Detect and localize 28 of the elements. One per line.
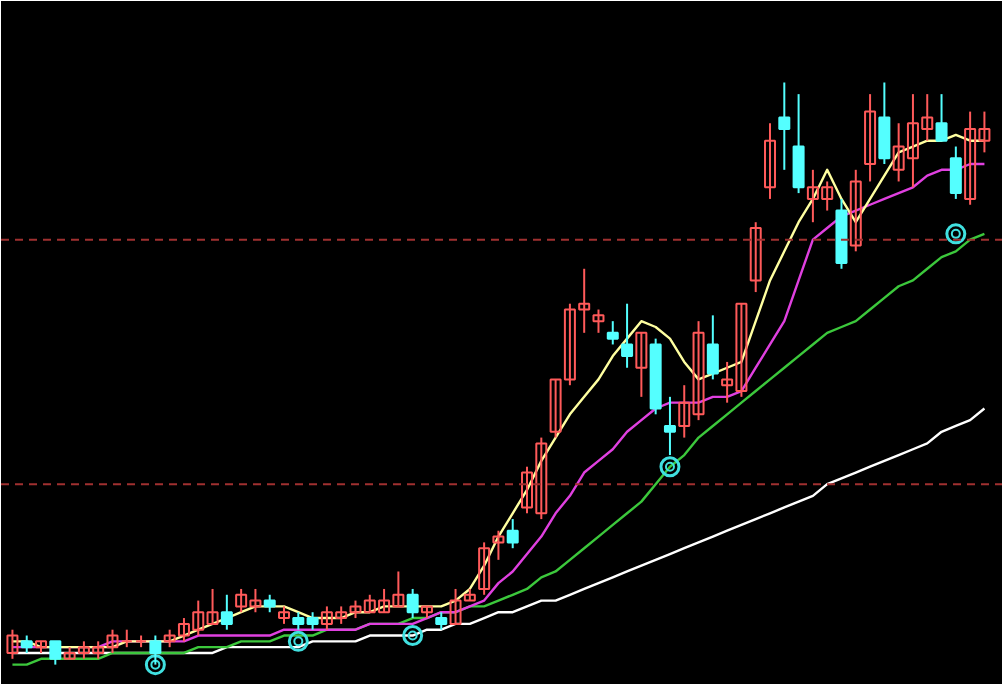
candlestick [406,587,419,620]
candlestick [949,145,962,200]
point [659,456,681,478]
candlestick [220,593,233,631]
candlestick [706,314,719,381]
candlestick [864,93,877,183]
candlestick [49,640,62,666]
candlestick [621,302,634,369]
candlestick [592,308,605,334]
candlestick [506,518,519,550]
point [402,625,424,646]
candlestick [663,395,676,457]
candlestick [764,122,777,200]
candlestick [149,634,162,666]
candlestick [606,320,619,346]
candlestick [478,541,491,596]
candlestick [6,628,19,660]
candlestick [849,168,862,253]
candlestick [878,81,891,165]
candlestick [635,331,648,398]
candlestick [935,93,948,142]
candlestick [778,81,791,171]
candlestick [749,221,762,294]
point [945,223,967,245]
candlestick [792,93,805,195]
point [287,630,309,652]
candlestick [492,529,505,561]
point [144,654,166,676]
